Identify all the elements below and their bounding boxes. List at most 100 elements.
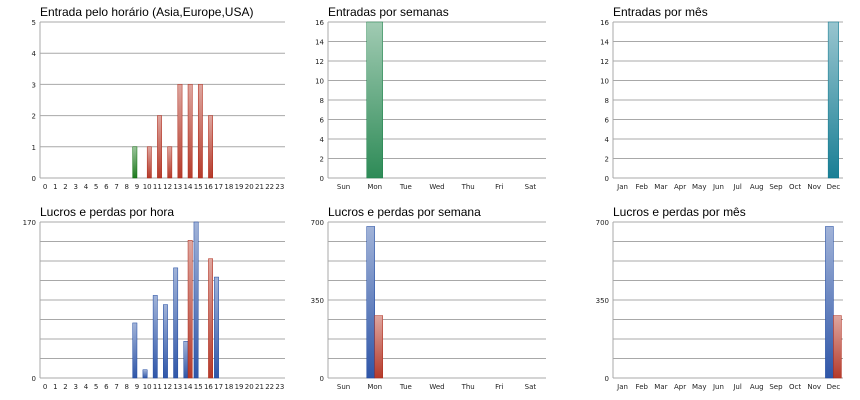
x-tick-label: Sat xyxy=(525,183,537,191)
x-tick-label: Dec xyxy=(827,183,841,191)
y-tick-label: 0 xyxy=(605,375,609,383)
y-tick-label: 6 xyxy=(605,117,610,125)
x-tick-label: 9 xyxy=(135,183,139,191)
chart-title: Entrada pelo horário (Asia,Europe,USA) xyxy=(40,5,254,19)
x-tick-label: 3 xyxy=(73,383,77,391)
x-tick-label: Apr xyxy=(674,383,686,391)
y-tick-label: 170 xyxy=(23,219,36,227)
x-tick-label: 3 xyxy=(73,183,77,191)
y-tick-label: 350 xyxy=(311,297,324,305)
x-tick-label: Mar xyxy=(654,183,667,191)
bar xyxy=(187,240,193,379)
chart-title: Entradas por mês xyxy=(613,5,708,19)
x-tick-label: Sep xyxy=(769,183,783,191)
y-tick-label: 700 xyxy=(596,219,609,227)
y-tick-label: 10 xyxy=(600,78,609,86)
x-tick-label: 10 xyxy=(143,183,152,191)
y-tick-label: 0 xyxy=(32,175,36,183)
y-tick-label: 1 xyxy=(32,144,36,152)
x-tick-label: Jul xyxy=(732,383,742,391)
x-tick-label: Nov xyxy=(807,383,821,391)
x-tick-label: Apr xyxy=(674,183,686,191)
chart-panel-weekly-entries: Entradas por semanas 0 2 4 6 8 10 12 14 16 Sun Mon… xyxy=(290,0,570,200)
x-tick-label: Fri xyxy=(495,183,503,191)
x-tick-label: May xyxy=(692,183,706,191)
x-tick-label: 13 xyxy=(173,383,182,391)
x-tick-label: 17 xyxy=(214,383,223,391)
bar xyxy=(193,221,199,379)
y-tick-label: 8 xyxy=(605,97,609,105)
x-tick-label: Feb xyxy=(636,183,649,191)
y-tick-label: 8 xyxy=(320,97,324,105)
chart-panel-monthly-pnl: Lucros e perdas por mês 0 350 700 Jan Feb Mar… xyxy=(570,200,860,400)
x-tick-label: Nov xyxy=(807,183,821,191)
bar xyxy=(183,341,189,379)
x-tick-label: 15 xyxy=(194,383,203,391)
bar xyxy=(827,21,839,179)
x-tick-label: 2 xyxy=(63,383,67,391)
x-tick-label: 18 xyxy=(224,183,233,191)
bar xyxy=(132,146,138,179)
x-tick-label: 23 xyxy=(275,383,284,391)
y-tick-label: 2 xyxy=(605,156,609,164)
x-tick-label: 8 xyxy=(125,183,129,191)
x-tick-label: 2 xyxy=(63,183,67,191)
x-tick-label: 5 xyxy=(94,183,98,191)
x-tick-label: 20 xyxy=(245,183,254,191)
x-tick-label: 7 xyxy=(114,183,118,191)
x-tick-label: Aug xyxy=(750,383,764,391)
x-tick-label: Wed xyxy=(429,183,444,191)
x-tick-label: May xyxy=(692,383,706,391)
x-tick-label: 7 xyxy=(114,383,118,391)
y-tick-label: 12 xyxy=(600,58,609,66)
x-tick-label: Tue xyxy=(399,183,412,191)
bar xyxy=(132,322,138,379)
x-tick-label: Jun xyxy=(712,183,724,191)
x-tick-label: Feb xyxy=(636,383,649,391)
bar xyxy=(208,258,213,379)
x-tick-label: Oct xyxy=(789,183,801,191)
y-tick-label: 4 xyxy=(320,136,325,144)
x-tick-label: Aug xyxy=(750,183,764,191)
x-tick-label: 6 xyxy=(104,183,109,191)
y-tick-label: 6 xyxy=(320,117,325,125)
x-tick-label: 0 xyxy=(43,383,47,391)
x-tick-label: 21 xyxy=(255,383,264,391)
x-tick-label: Tue xyxy=(399,383,412,391)
x-tick-label: Jun xyxy=(712,383,724,391)
bar xyxy=(833,315,842,379)
x-tick-label: 10 xyxy=(143,383,152,391)
y-tick-label: 0 xyxy=(32,375,36,383)
bar xyxy=(142,369,148,379)
chart-svg: 0 350 700 Jan Feb Mar Apr May Jun Jul Aug Sep Oct Nov… xyxy=(596,219,843,391)
x-tick-label: Dec xyxy=(827,383,841,391)
y-tick-label: 16 xyxy=(315,19,324,27)
bar xyxy=(167,146,173,179)
x-tick-label: 11 xyxy=(153,383,162,391)
x-tick-label: 22 xyxy=(265,183,274,191)
bar xyxy=(374,315,383,379)
x-tick-label: 17 xyxy=(214,183,223,191)
x-tick-label: Sun xyxy=(337,383,350,391)
y-tick-label: 5 xyxy=(32,19,36,27)
bar xyxy=(825,226,834,379)
x-tick-label: 9 xyxy=(135,383,139,391)
x-tick-label: 5 xyxy=(94,383,98,391)
x-tick-label: 16 xyxy=(204,383,213,391)
chart-panel-hourly-pnl: Lucros e perdas por hora 0 170 0 1 2 3 4 5 6 7 8 9 1… xyxy=(0,200,290,400)
x-tick-label: Fri xyxy=(495,383,503,391)
x-tick-label: Jan xyxy=(616,383,628,391)
chart-svg: 0 350 700 Sun Mon Tue Wed Thu Fri Sat xyxy=(311,219,546,391)
x-tick-label: Thu xyxy=(461,383,475,391)
chart-panel-weekly-pnl: Lucros e perdas por semana 0 350 700 Sun Mon… xyxy=(290,200,570,400)
bar xyxy=(197,84,203,179)
chart-title: Lucros e perdas por hora xyxy=(40,205,175,219)
x-tick-label: 15 xyxy=(194,183,203,191)
x-tick-label: Wed xyxy=(429,383,444,391)
x-tick-label: 12 xyxy=(163,383,172,391)
y-tick-label: 0 xyxy=(320,375,324,383)
y-tick-label: 2 xyxy=(32,113,36,121)
chart-title: Entradas por semanas xyxy=(328,5,449,19)
